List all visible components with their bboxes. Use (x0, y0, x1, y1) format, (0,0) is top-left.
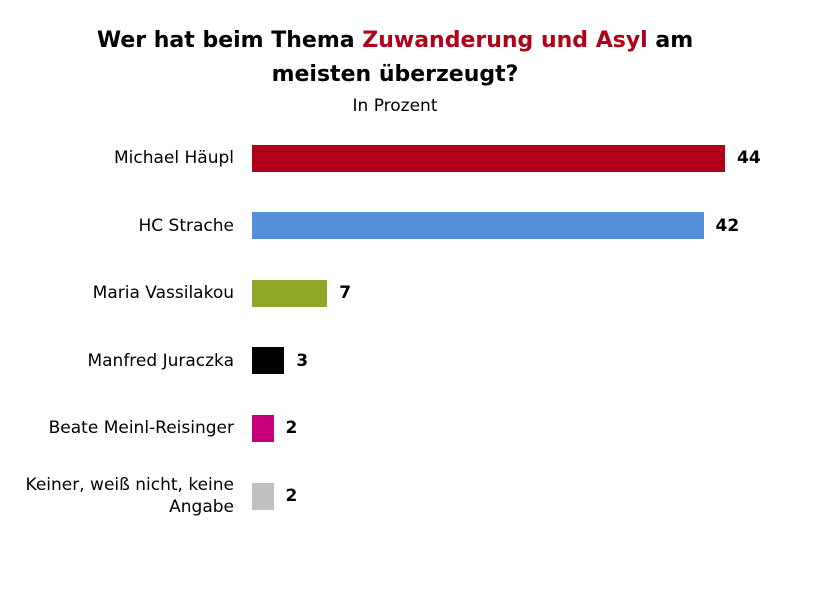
category-label: HC Strache (138, 215, 234, 236)
chart-subtitle: In Prozent (352, 96, 438, 116)
value-label: 42 (715, 215, 740, 236)
category-label: Keiner, weiß nicht, keine Angabe (25, 475, 234, 517)
bar (252, 279, 328, 307)
bar (252, 144, 725, 172)
category-label: Manfred Juraczka (87, 350, 234, 371)
bar (252, 414, 274, 442)
bar (252, 482, 274, 510)
title-part: Wer hat beim Thema (96, 28, 355, 53)
bar (252, 347, 285, 375)
value-label: 3 (296, 350, 309, 371)
title-highlight: Zuwanderung und Asyl (362, 28, 648, 53)
bar (252, 212, 704, 240)
category-label: Michael Häupl (113, 148, 234, 168)
value-label: 2 (285, 486, 298, 506)
category-label: Maria Vassilakou (92, 283, 234, 304)
category-label: Beate Meinl-Reisinger (48, 418, 234, 439)
value-label: 2 (285, 418, 298, 439)
title-part: am meisten überzeugt? (271, 28, 694, 87)
value-label: 7 (339, 283, 352, 304)
chart-title: Wer hat beim Thema Zuwanderung und Asyl … (95, 24, 695, 92)
value-label: 44 (737, 148, 761, 168)
